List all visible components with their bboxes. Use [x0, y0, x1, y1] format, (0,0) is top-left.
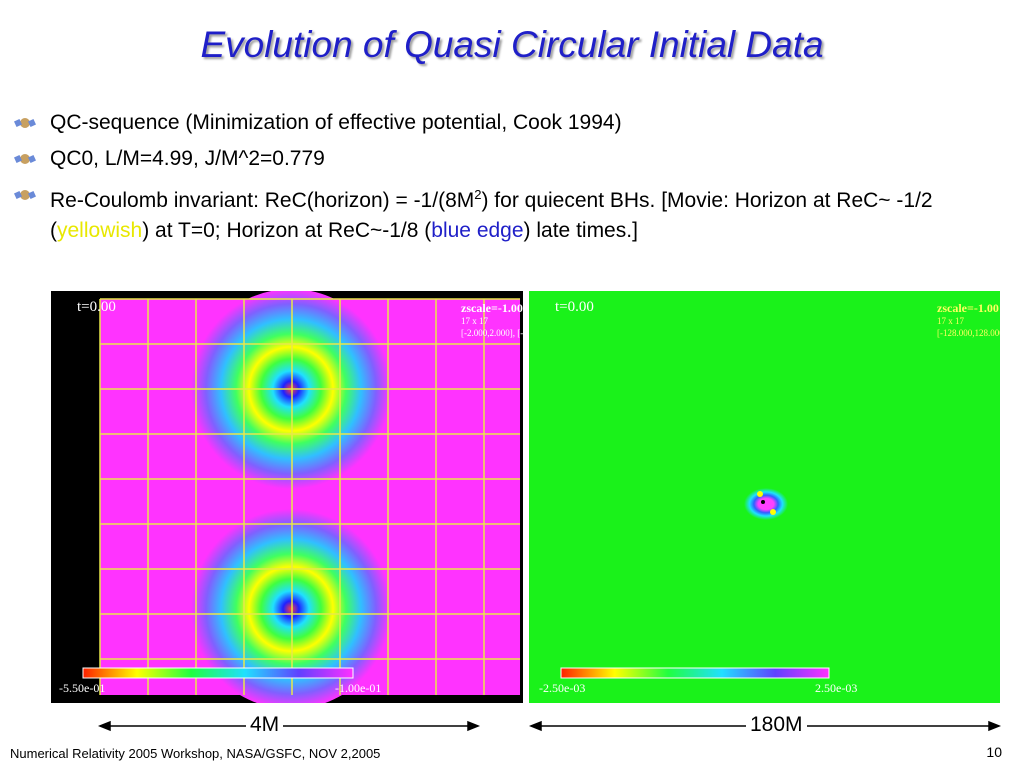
left-scale-caption: 4M: [246, 713, 284, 737]
page-number: 10: [986, 744, 1002, 760]
slide-title: Evolution of Quasi Circular Initial Data: [200, 24, 824, 65]
superscript: 2: [474, 187, 482, 202]
satellite-icon: [14, 190, 36, 200]
left-simulation-image: t=0.00 zscale=-1.00 17 x 17 [-2.000,2.00…: [51, 291, 523, 703]
right-time-label: t=0.00: [555, 299, 594, 315]
left-time-label: t=0.00: [77, 299, 116, 315]
right-scale-max: 2.50e-03: [815, 681, 858, 695]
satellite-icon: [14, 118, 36, 128]
left-zscale-label: zscale=-1.00: [461, 301, 523, 315]
right-grid-size-label: 17 x 17: [937, 316, 964, 326]
yellowish-highlight: yellowish: [57, 219, 143, 242]
bullet-list: QC-sequence (Minimization of effective p…: [14, 108, 1014, 252]
right-field-plot: [560, 488, 830, 679]
bullet-item: QC0, L/M=4.99, J/M^2=0.779: [14, 144, 1014, 174]
bullet-text-2: QC0, L/M=4.99, J/M^2=0.779: [50, 147, 325, 170]
bullet-text-3d: ) late times.]: [523, 219, 638, 242]
bullet-item: QC-sequence (Minimization of effective p…: [14, 108, 1014, 138]
right-zscale-label: zscale=-1.00: [937, 301, 999, 315]
right-range-label: [-128.000,128.000: [937, 328, 1000, 338]
bullet-text-3c: ) at T=0; Horizon at ReC~-1/8 (: [142, 219, 432, 242]
left-field-plot: [82, 291, 520, 703]
left-scale-max: -1.00e-01: [335, 681, 382, 695]
left-grid-size-label: 17 x 17: [461, 316, 488, 326]
bullet-item: Re-Coulomb invariant: ReC(horizon) = -1/…: [14, 180, 1014, 246]
left-scale-min: -5.50e-01: [59, 681, 106, 695]
right-scale-caption: 180M: [746, 713, 807, 737]
bullet-text-3a: Re-Coulomb invariant: ReC(horizon) = -1/…: [50, 189, 475, 212]
scale-arrows: [97, 720, 1002, 732]
right-scale-min: -2.50e-03: [539, 681, 586, 695]
slide-footer: Numerical Relativity 2005 Workshop, NASA…: [10, 746, 381, 761]
bullet-text-1: QC-sequence (Minimization of effective p…: [50, 111, 622, 134]
blue-edge-highlight: blue edge: [431, 219, 524, 242]
left-range-label: [-2.000,2.000], [-2: [461, 328, 523, 338]
satellite-icon: [14, 154, 36, 164]
right-simulation-image: t=0.00 zscale=-1.00 17 x 17 [-128.000,12…: [529, 291, 1000, 703]
bullet-text-3b: ) for quiecent BHs. [Movie: Horizon at R…: [50, 189, 933, 242]
